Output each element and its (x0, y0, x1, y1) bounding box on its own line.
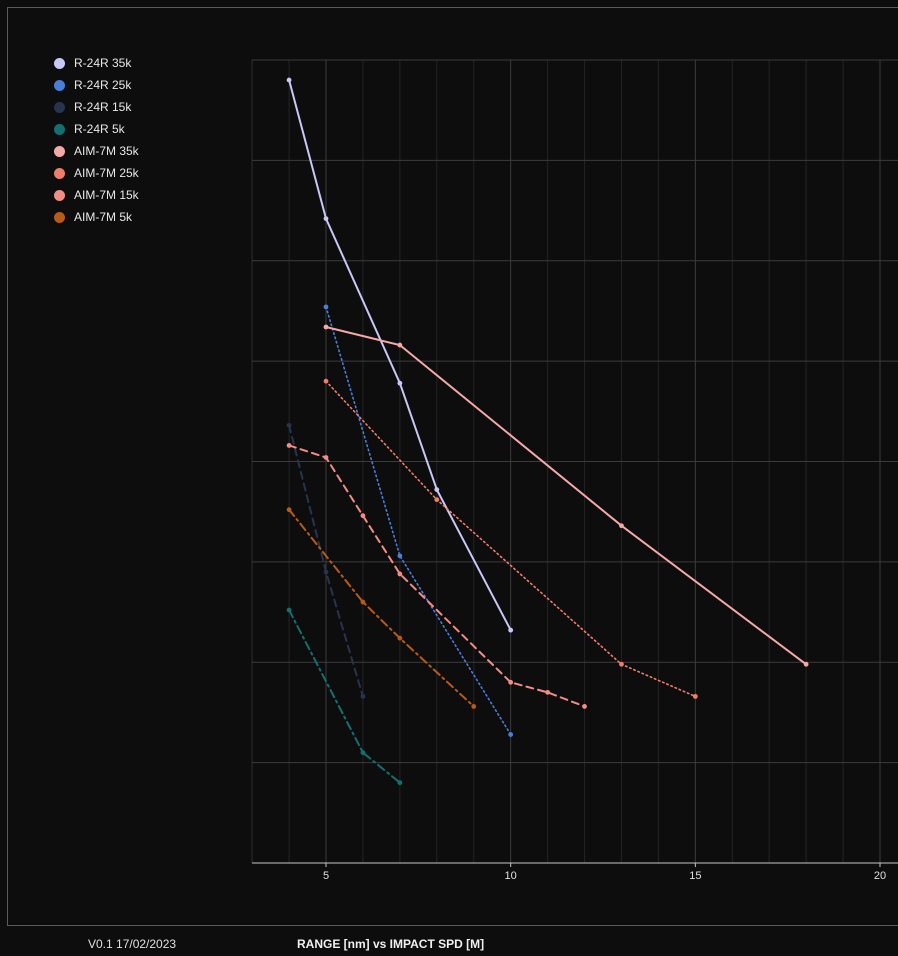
x-tick-label: 15 (689, 870, 701, 882)
data-point (323, 324, 329, 330)
data-point (286, 443, 292, 448)
series-3 (286, 607, 403, 786)
x-tick-labels: 5 10 15 20 (323, 870, 886, 882)
data-point (471, 704, 477, 709)
legend-item[interactable]: AIM-7M 35k (54, 140, 139, 162)
legend-swatch (54, 145, 65, 157)
legend-swatch (54, 167, 65, 179)
data-point (286, 507, 292, 513)
legend-swatch (54, 57, 65, 69)
data-point (397, 635, 403, 641)
data-point (286, 77, 292, 83)
series-line (325, 326, 808, 666)
data-point (360, 599, 366, 605)
x-tick-label: 10 (505, 870, 517, 882)
series-2 (286, 422, 366, 699)
data-point (434, 487, 440, 493)
data-point (397, 380, 403, 386)
data-point (508, 627, 514, 633)
data-point (286, 422, 292, 428)
series-0 (286, 77, 514, 633)
legend-label: AIM-7M 25k (74, 166, 139, 180)
data-point (397, 571, 403, 577)
data-point (397, 553, 403, 559)
series-4 (323, 324, 809, 667)
legend-swatch (54, 211, 65, 223)
data-point (582, 704, 587, 709)
data-point (692, 693, 698, 699)
x-tick-label: 20 (874, 870, 886, 882)
legend-label: R-24R 15k (74, 100, 132, 114)
legend-swatch (54, 79, 65, 91)
data-point (360, 513, 366, 519)
series-5 (323, 378, 698, 699)
series-layer (286, 77, 809, 786)
version-label: V0.1 17/02/2023 (88, 937, 177, 951)
legend-item[interactable]: R-24R 35k (54, 52, 139, 74)
legend-item[interactable]: R-24R 15k (54, 96, 139, 118)
data-point (323, 455, 329, 460)
data-point (434, 497, 440, 503)
series-7 (286, 507, 477, 709)
series-line (288, 609, 401, 784)
legend-item[interactable]: R-24R 25k (54, 74, 139, 96)
data-point (360, 693, 366, 699)
data-point (286, 607, 292, 613)
series-line (325, 306, 512, 736)
data-point (397, 780, 403, 786)
data-point (545, 689, 550, 695)
legend-item[interactable]: AIM-7M 5k (54, 206, 139, 228)
legend-label: R-24R 5k (74, 122, 125, 136)
series-line (325, 380, 697, 698)
data-point (397, 342, 403, 348)
data-point (323, 304, 329, 310)
legend-label: R-24R 35k (74, 56, 132, 70)
grid-major (252, 59, 898, 863)
legend-label: AIM-7M 5k (74, 210, 133, 224)
series-6 (286, 443, 587, 709)
data-point (803, 661, 809, 667)
data-point (508, 732, 514, 737)
series-line (288, 508, 475, 708)
axes (252, 862, 898, 867)
data-point (508, 679, 514, 685)
data-point (323, 378, 329, 384)
legend-item[interactable]: R-24R 5k (54, 118, 139, 140)
data-point (619, 661, 624, 667)
legend-label: AIM-7M 35k (74, 144, 139, 158)
data-point (619, 523, 624, 529)
legend-label: AIM-7M 15k (74, 188, 139, 202)
legend-swatch (54, 189, 65, 201)
data-point (323, 216, 329, 221)
legend-swatch (54, 101, 65, 113)
series-1 (323, 304, 514, 737)
legend-item[interactable]: AIM-7M 25k (54, 162, 139, 184)
legend-swatch (54, 123, 65, 135)
chart-title: RANGE [nm] vs IMPACT SPD [M] (297, 937, 485, 951)
legend: R-24R 35k R-24R 25k R-24R 15k R-24R 5k AIM-7… (54, 52, 139, 228)
legend-item[interactable]: AIM-7M 15k (54, 184, 139, 206)
data-point (360, 750, 366, 755)
x-tick-label: 5 (323, 870, 329, 882)
legend-label: R-24R 25k (74, 78, 132, 92)
data-point (323, 569, 329, 575)
